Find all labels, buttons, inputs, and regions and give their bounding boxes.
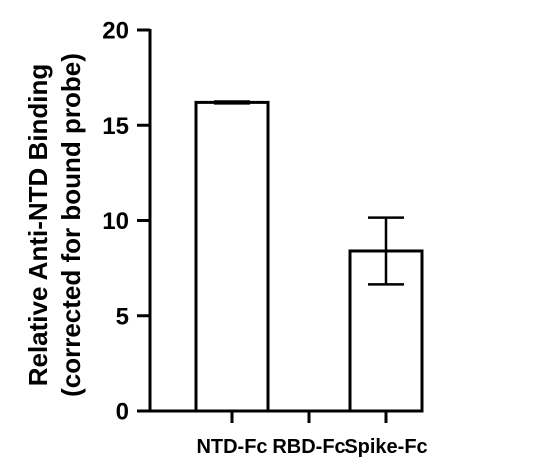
y-tick-label: 15 bbox=[102, 113, 129, 140]
x-tick-label: Spike-Fc bbox=[344, 436, 427, 458]
y-axis-label: Relative Anti-NTD Binding (corrected for… bbox=[23, 53, 86, 397]
bars bbox=[194, 100, 424, 413]
bar bbox=[194, 100, 270, 413]
y-axis-label-line-2: (corrected for bound probe) bbox=[56, 53, 86, 397]
y-tick-label: 10 bbox=[102, 208, 129, 235]
y-tick-label: 5 bbox=[116, 303, 129, 330]
y-tick-label: 0 bbox=[116, 399, 129, 426]
y-axis-label-line-1: Relative Anti-NTD Binding bbox=[23, 64, 53, 387]
error-bar bbox=[368, 216, 404, 286]
x-tick-label: RBD-Fc bbox=[272, 436, 345, 458]
y-axis-ticks: 0 5 10 15 20 bbox=[102, 18, 150, 426]
x-tick-label: NTD-Fc bbox=[196, 436, 267, 458]
y-tick-label: 20 bbox=[102, 18, 129, 45]
error-bar bbox=[214, 100, 250, 105]
error-bars bbox=[214, 100, 404, 286]
